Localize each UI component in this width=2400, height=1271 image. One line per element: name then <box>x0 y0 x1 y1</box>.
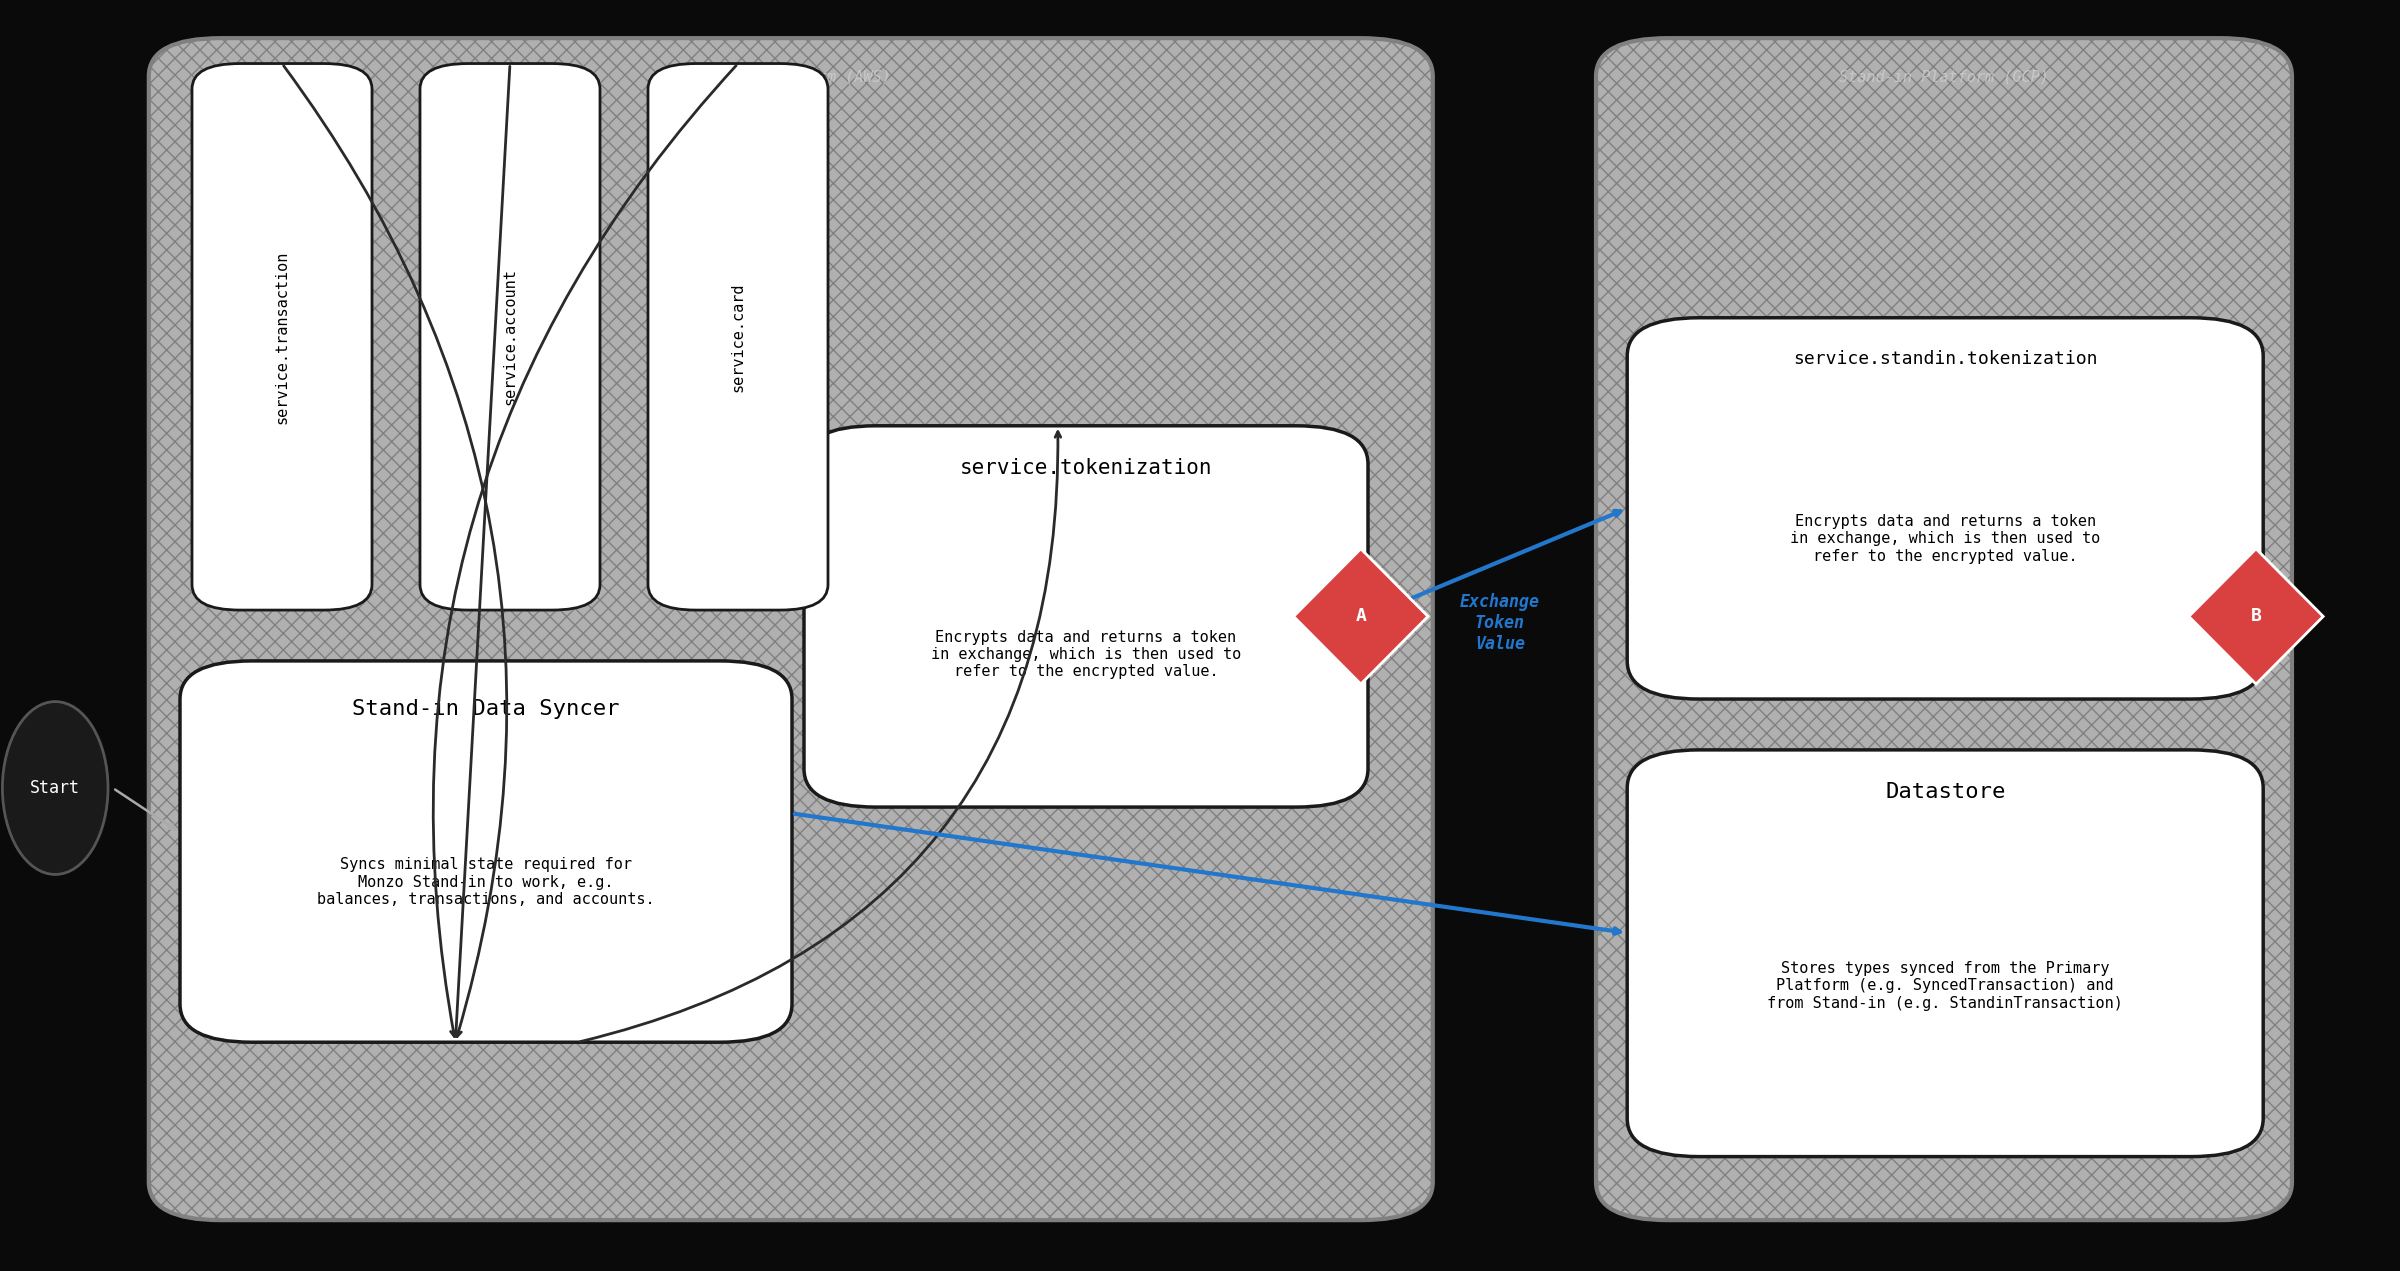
Text: Exchange
Token
Value: Exchange Token Value <box>1459 594 1541 652</box>
FancyBboxPatch shape <box>1596 38 2292 1220</box>
FancyBboxPatch shape <box>804 426 1368 807</box>
Text: Syncs minimal state required for
Monzo Stand-in to work, e.g.
balances, transact: Syncs minimal state required for Monzo S… <box>317 857 655 907</box>
FancyBboxPatch shape <box>1627 750 2263 1157</box>
Text: service.standin.tokenization: service.standin.tokenization <box>1793 350 2098 367</box>
Text: Encrypts data and returns a token
in exchange, which is then used to
refer to th: Encrypts data and returns a token in exc… <box>1790 513 2100 564</box>
Text: A: A <box>1356 608 1366 625</box>
Ellipse shape <box>2 702 108 874</box>
FancyBboxPatch shape <box>1627 318 2263 699</box>
Text: Start: Start <box>31 779 79 797</box>
Text: B: B <box>2251 608 2261 625</box>
FancyBboxPatch shape <box>180 661 792 1042</box>
FancyBboxPatch shape <box>648 64 828 610</box>
FancyBboxPatch shape <box>149 38 1433 1220</box>
Text: Stand-in Platform (GCP): Stand-in Platform (GCP) <box>1838 70 2050 85</box>
Polygon shape <box>2189 549 2323 684</box>
Text: service.tokenization: service.tokenization <box>960 458 1212 478</box>
Text: Encrypts data and returns a token
in exchange, which is then used to
refer to th: Encrypts data and returns a token in exc… <box>931 629 1241 680</box>
Polygon shape <box>1294 549 1428 684</box>
Text: service.card: service.card <box>730 282 746 391</box>
FancyBboxPatch shape <box>192 64 372 610</box>
Text: Stand-in Data Syncer: Stand-in Data Syncer <box>353 699 619 719</box>
Text: service.transaction: service.transaction <box>274 250 290 423</box>
Text: Stores types synced from the Primary
Platform (e.g. SyncedTransaction) and
from : Stores types synced from the Primary Pla… <box>1766 961 2124 1010</box>
Text: Primary Platform (AWS): Primary Platform (AWS) <box>691 70 890 85</box>
Text: service.account: service.account <box>502 268 518 405</box>
Text: Datastore: Datastore <box>1884 782 2006 802</box>
FancyBboxPatch shape <box>420 64 600 610</box>
